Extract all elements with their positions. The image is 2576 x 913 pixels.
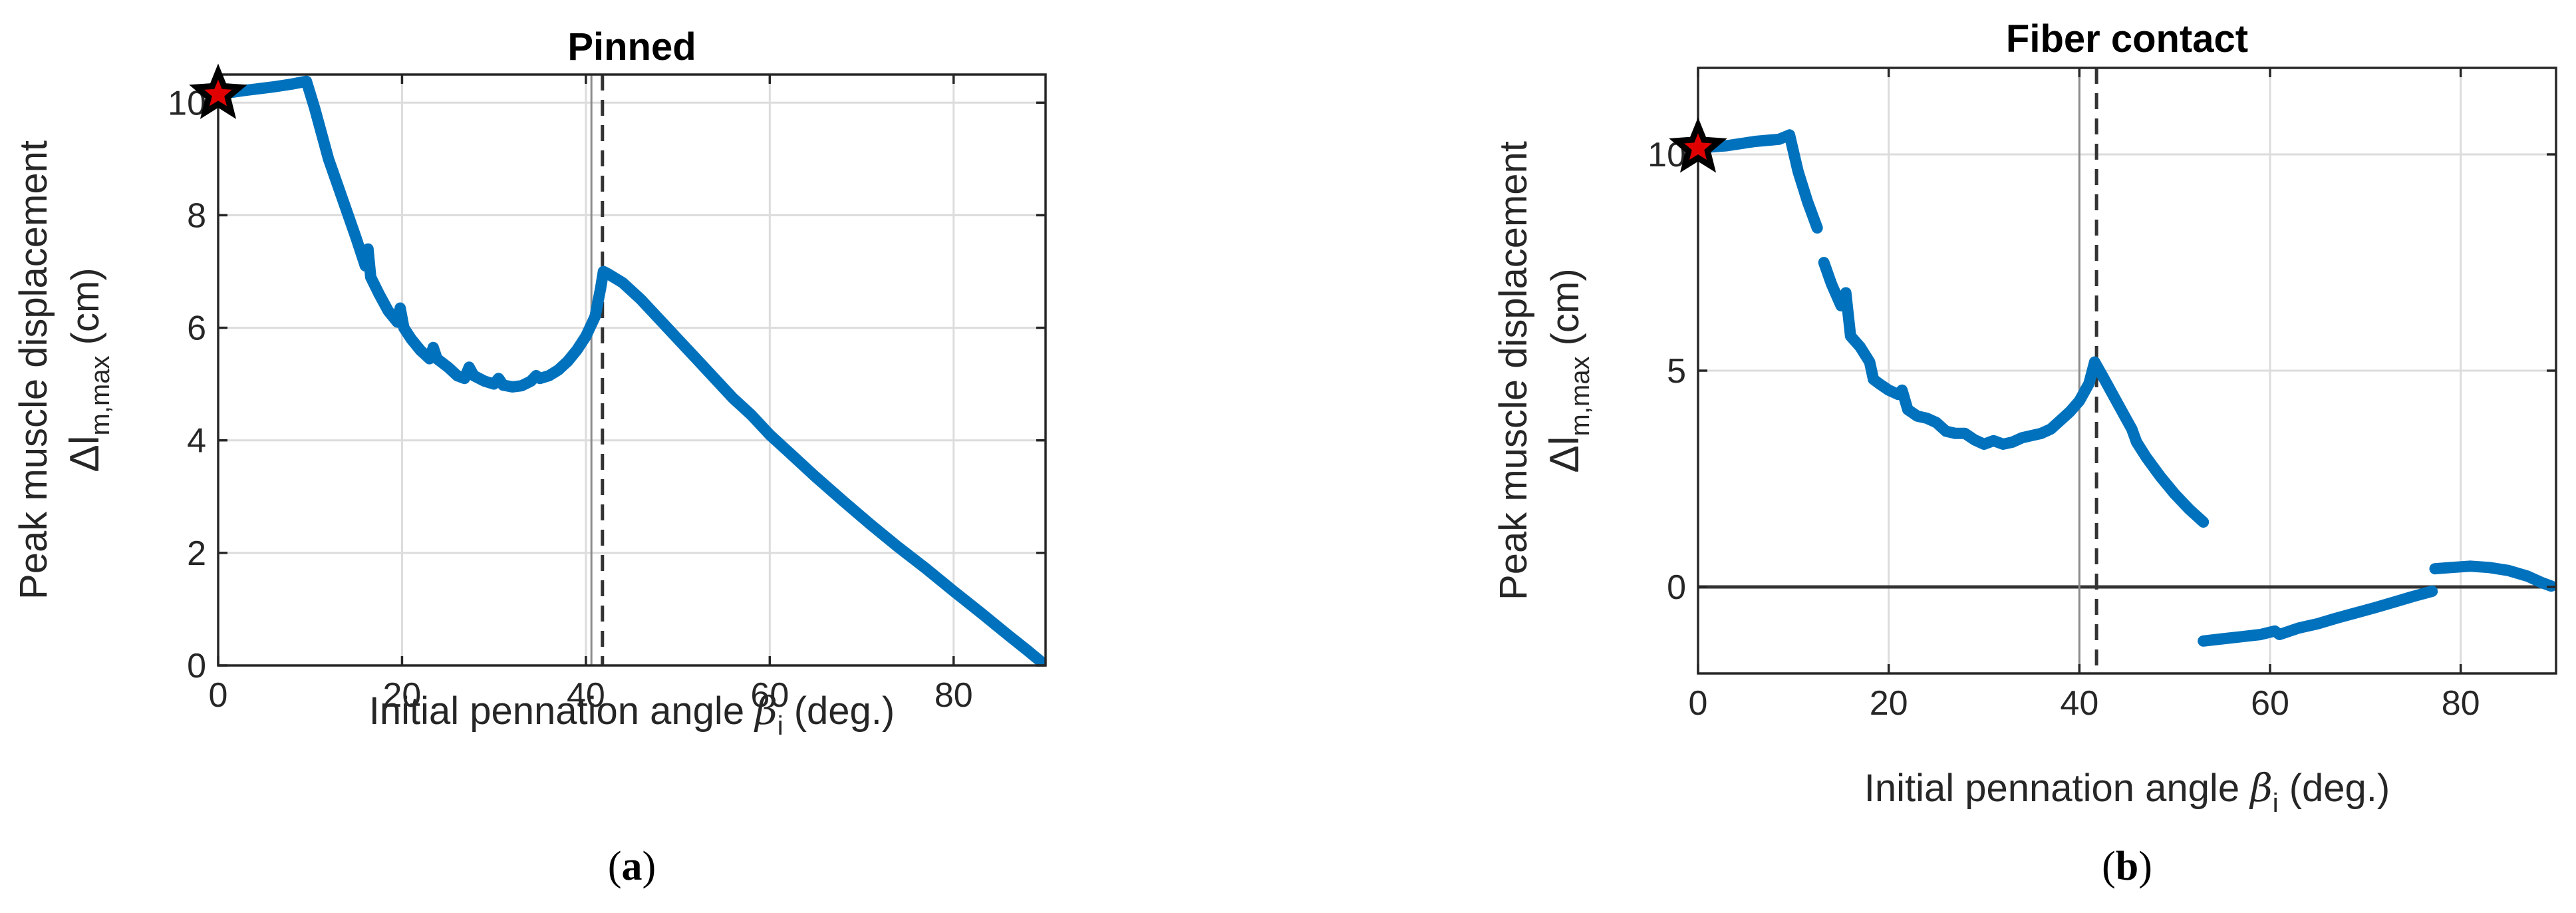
panel-a-xtick-label: 20 <box>383 676 422 715</box>
panel-b-series-segment-3 <box>2429 560 2556 592</box>
panel-b-y-axis-label-line2: Δlm,max (cm) <box>1542 268 1595 472</box>
panel-a-axes-frame <box>217 73 1047 667</box>
panel-b-xtick-label: 20 <box>1870 684 1908 723</box>
panel-b-y-axis-label-line1: Peak muscle displacement <box>1492 141 1535 600</box>
panel-b-panel-label: (b) <box>2102 844 2152 889</box>
panel-b-star-marker <box>1669 117 1727 173</box>
panel-b-ytick-label: 0 <box>1667 568 1686 607</box>
panel-b-xtick-label: 60 <box>2251 684 2289 723</box>
panel-b-title: Fiber contact <box>2006 17 2248 61</box>
panel-b-ytick-label: 5 <box>1667 352 1686 391</box>
panel-a-panel-label: (a) <box>608 844 656 889</box>
panel-b-xtick-label: 0 <box>1689 684 1708 723</box>
panel-a-ytick-label: 4 <box>187 422 206 460</box>
panel-a-y-axis-label-line2: Δlm,max (cm) <box>62 268 115 472</box>
panel-a-ytick-label: 8 <box>187 196 206 235</box>
panel-a-xtick-label: 60 <box>750 676 789 715</box>
panel-a-xtick-label: 0 <box>209 676 228 715</box>
panel-a-x-axis-label: Initial pennation angle βi (deg.) <box>369 688 895 741</box>
panel-b-series-segment-2 <box>2198 586 2438 647</box>
panel-b-x-axis-label: Initial pennation angle βi (deg.) <box>1864 765 2390 818</box>
panel-b-xtick-label: 80 <box>2442 684 2480 723</box>
panel-a-xtick-label: 80 <box>934 676 973 715</box>
panel-b-series-segment-0 <box>1698 129 1823 234</box>
panel-a-ytick-label: 2 <box>187 534 206 573</box>
panel-a-star-marker <box>189 63 247 119</box>
panel-b-xtick-label: 40 <box>2060 684 2098 723</box>
panel-a-title: Pinned <box>567 25 696 69</box>
panel-a-series-segment-0 <box>218 75 1046 665</box>
panel-a-ytick-label: 0 <box>187 647 206 685</box>
panel-a-y-axis-label-line1: Peak muscle displacement <box>12 140 55 600</box>
panel-a-ytick-label: 6 <box>187 309 206 348</box>
panel-a-xtick-label: 40 <box>567 676 605 715</box>
panel-b-series-segment-1 <box>1818 257 2210 528</box>
